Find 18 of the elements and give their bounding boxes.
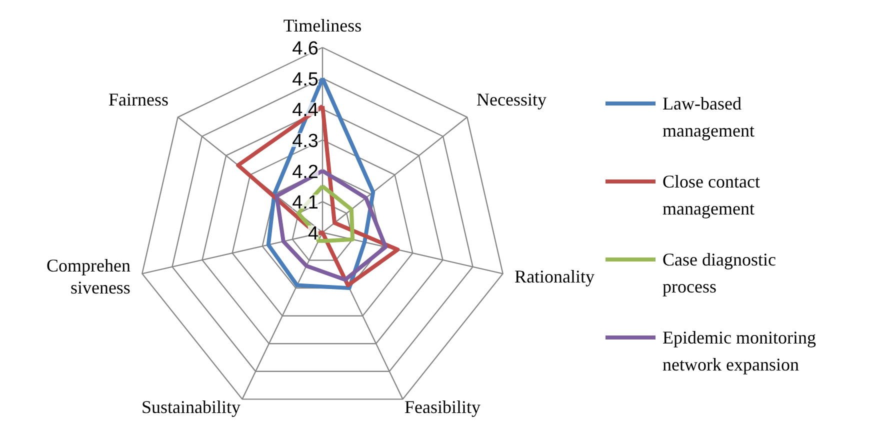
spoke-label: Timeliness — [283, 16, 362, 36]
spoke-label: Rationality — [514, 266, 595, 286]
legend-label: Law-based management — [662, 94, 754, 140]
spoke-label: Sustainability — [141, 397, 240, 418]
y-tick-label: 4.6 — [292, 38, 319, 60]
y-tick-label: 4 — [308, 224, 319, 244]
legend-label: Close contact management — [662, 172, 760, 218]
legend-label: Case diagnostic process — [662, 250, 776, 296]
spoke-label: Necessity — [476, 90, 547, 110]
spoke-label: Comprehensiveness — [46, 255, 130, 298]
legend-label: Epidemic monitoring network expansion — [662, 328, 816, 374]
y-tick-label: 4.5 — [292, 69, 319, 90]
y-tick-label: 4.2 — [292, 162, 319, 183]
y-tick-label: 4.3 — [292, 131, 319, 152]
y-tick-label: 4.1 — [292, 192, 319, 214]
spoke-label: Feasibility — [404, 397, 481, 418]
spoke-label: Fairness — [108, 90, 168, 110]
y-tick-label: 4.4 — [292, 100, 319, 122]
